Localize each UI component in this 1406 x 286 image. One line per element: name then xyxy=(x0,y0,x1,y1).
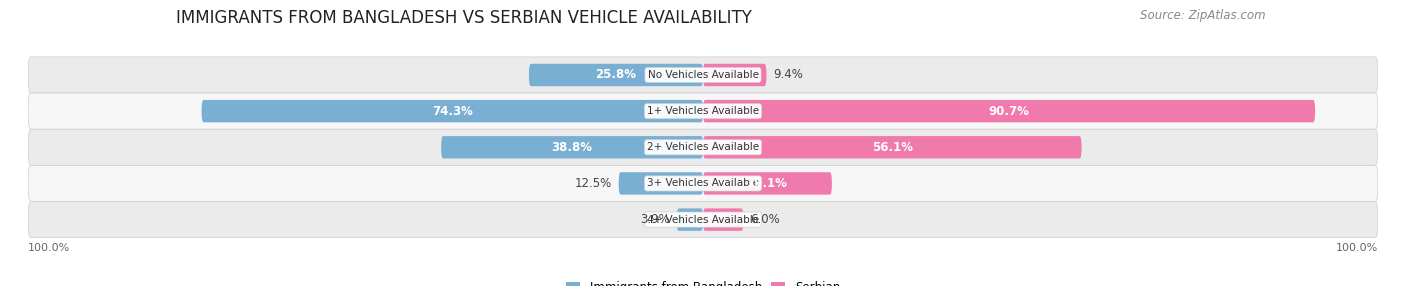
Text: 25.8%: 25.8% xyxy=(595,68,637,82)
Text: 19.1%: 19.1% xyxy=(747,177,787,190)
FancyBboxPatch shape xyxy=(619,172,703,195)
FancyBboxPatch shape xyxy=(703,136,1081,158)
FancyBboxPatch shape xyxy=(28,202,1378,238)
FancyBboxPatch shape xyxy=(703,208,744,231)
Text: 9.4%: 9.4% xyxy=(773,68,803,82)
Text: No Vehicles Available: No Vehicles Available xyxy=(648,70,758,80)
FancyBboxPatch shape xyxy=(529,64,703,86)
Text: 38.8%: 38.8% xyxy=(551,141,592,154)
Legend: Immigrants from Bangladesh, Serbian: Immigrants from Bangladesh, Serbian xyxy=(561,276,845,286)
Text: 100.0%: 100.0% xyxy=(1336,243,1378,253)
Text: 4+ Vehicles Available: 4+ Vehicles Available xyxy=(647,214,759,225)
Text: 74.3%: 74.3% xyxy=(432,105,472,118)
Text: 3+ Vehicles Available: 3+ Vehicles Available xyxy=(647,178,759,188)
Text: 3.9%: 3.9% xyxy=(640,213,669,226)
Text: 56.1%: 56.1% xyxy=(872,141,912,154)
FancyBboxPatch shape xyxy=(28,57,1378,93)
FancyBboxPatch shape xyxy=(441,136,703,158)
FancyBboxPatch shape xyxy=(703,172,832,195)
FancyBboxPatch shape xyxy=(676,208,703,231)
Text: 12.5%: 12.5% xyxy=(575,177,612,190)
FancyBboxPatch shape xyxy=(28,129,1378,165)
FancyBboxPatch shape xyxy=(703,64,766,86)
Text: 90.7%: 90.7% xyxy=(988,105,1029,118)
FancyBboxPatch shape xyxy=(201,100,703,122)
FancyBboxPatch shape xyxy=(703,100,1315,122)
Text: 1+ Vehicles Available: 1+ Vehicles Available xyxy=(647,106,759,116)
FancyBboxPatch shape xyxy=(28,93,1378,129)
Text: Source: ZipAtlas.com: Source: ZipAtlas.com xyxy=(1140,9,1265,21)
FancyBboxPatch shape xyxy=(28,165,1378,202)
Text: IMMIGRANTS FROM BANGLADESH VS SERBIAN VEHICLE AVAILABILITY: IMMIGRANTS FROM BANGLADESH VS SERBIAN VE… xyxy=(176,9,752,27)
Text: 100.0%: 100.0% xyxy=(28,243,70,253)
Text: 2+ Vehicles Available: 2+ Vehicles Available xyxy=(647,142,759,152)
Text: 6.0%: 6.0% xyxy=(751,213,780,226)
